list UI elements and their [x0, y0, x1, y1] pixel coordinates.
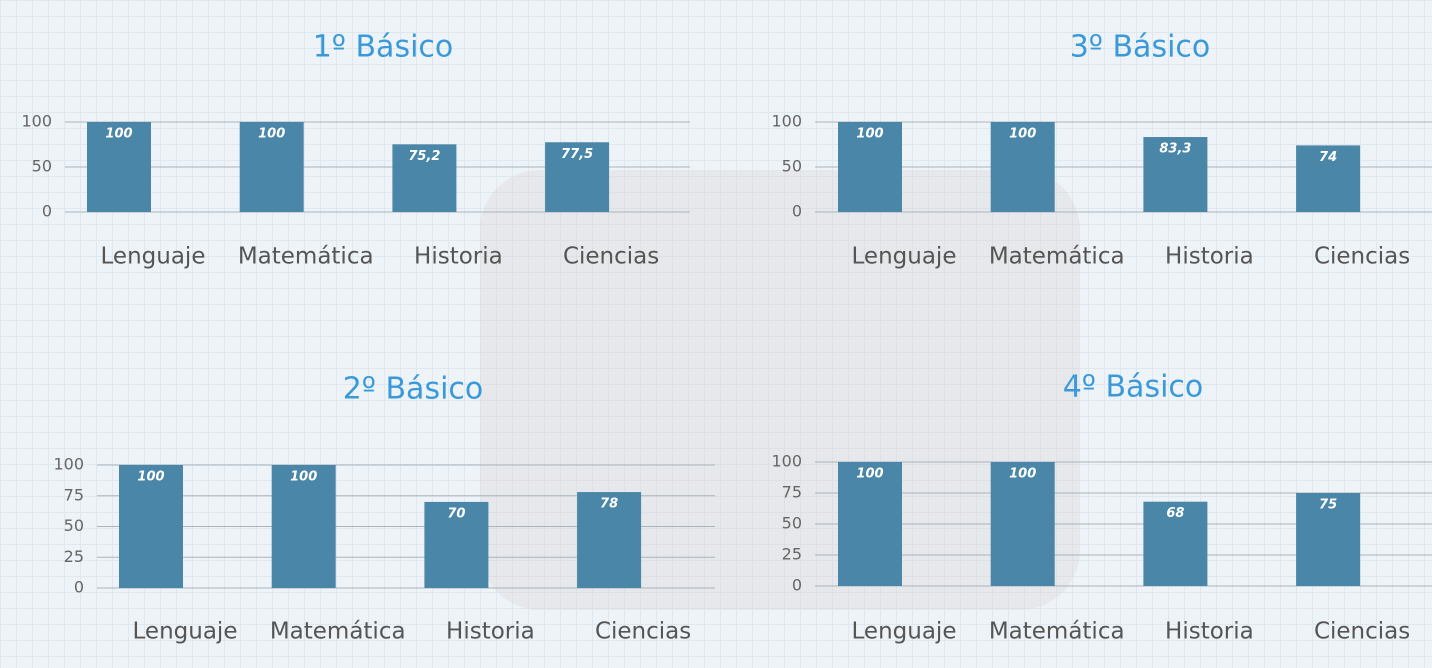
- bar: [990, 462, 1055, 586]
- bar: [119, 465, 183, 588]
- bar: [990, 122, 1055, 212]
- x-tick-label: Lenguaje: [852, 244, 957, 270]
- x-tick-label: Historia: [1165, 619, 1254, 645]
- data-label: 75,2: [408, 149, 440, 164]
- y-tick-label: 50: [782, 514, 802, 533]
- data-label: 100: [290, 470, 317, 485]
- y-tick-label: 75: [782, 483, 802, 502]
- chart-title: 3º Básico: [1070, 30, 1211, 65]
- y-tick-label: 25: [782, 545, 802, 564]
- bar: [87, 122, 151, 212]
- y-tick-label: 25: [64, 547, 84, 566]
- x-tick-label: Matemática: [238, 244, 374, 270]
- x-tick-label: Matemática: [270, 619, 406, 645]
- x-tick-label: Historia: [446, 619, 535, 645]
- data-label: 100: [137, 470, 164, 485]
- bar: [545, 142, 610, 212]
- y-tick-label: 100: [771, 112, 802, 131]
- x-tick-label: Ciencias: [1314, 244, 1410, 270]
- x-tick-label: Lenguaje: [101, 244, 206, 270]
- x-tick-label: Ciencias: [1314, 619, 1410, 645]
- x-tick-label: Historia: [414, 244, 503, 270]
- x-tick-label: Ciencias: [563, 244, 659, 270]
- y-tick-label: 0: [792, 576, 802, 595]
- y-tick-label: 100: [771, 452, 802, 471]
- bar: [1143, 137, 1208, 212]
- bar: [1143, 501, 1208, 586]
- x-tick-label: Matemática: [989, 619, 1125, 645]
- data-label: 100: [1009, 467, 1036, 482]
- y-tick-label: 0: [74, 578, 84, 597]
- bar: [838, 462, 902, 586]
- x-tick-label: Historia: [1165, 244, 1254, 270]
- bar: [1296, 493, 1361, 586]
- bar: [838, 122, 902, 212]
- y-tick-label: 75: [64, 485, 84, 504]
- y-tick-label: 100: [53, 455, 84, 474]
- y-tick-label: 100: [21, 112, 52, 131]
- y-tick-label: 50: [782, 157, 802, 176]
- y-tick-label: 50: [32, 157, 52, 176]
- data-label: 100: [105, 127, 132, 142]
- x-tick-label: Lenguaje: [133, 619, 238, 645]
- y-tick-label: 50: [64, 516, 84, 535]
- chart-title: 1º Básico: [313, 30, 454, 65]
- x-tick-label: Matemática: [989, 244, 1125, 270]
- bar: [239, 122, 304, 212]
- x-tick-label: Ciencias: [595, 619, 691, 645]
- x-tick-label: Lenguaje: [852, 619, 957, 645]
- bar: [271, 465, 336, 588]
- data-label: 70: [447, 506, 465, 521]
- bar: [577, 492, 642, 588]
- y-tick-label: 0: [792, 202, 802, 221]
- chart-title: 2º Básico: [343, 372, 484, 407]
- data-label: 74: [1319, 150, 1337, 165]
- chart-title: 4º Básico: [1063, 370, 1204, 405]
- bar: [1296, 145, 1361, 212]
- bar: [392, 144, 457, 212]
- data-label: 75: [1319, 498, 1337, 513]
- data-label: 100: [258, 127, 285, 142]
- data-label: 100: [856, 127, 883, 142]
- watermark: [480, 170, 1080, 610]
- y-tick-label: 0: [42, 202, 52, 221]
- data-label: 83,3: [1159, 142, 1191, 157]
- data-label: 100: [1009, 127, 1036, 142]
- data-label: 68: [1166, 506, 1184, 521]
- data-label: 78: [600, 497, 618, 512]
- bar: [424, 501, 489, 588]
- data-label: 100: [856, 467, 883, 482]
- data-label: 77,5: [561, 147, 593, 162]
